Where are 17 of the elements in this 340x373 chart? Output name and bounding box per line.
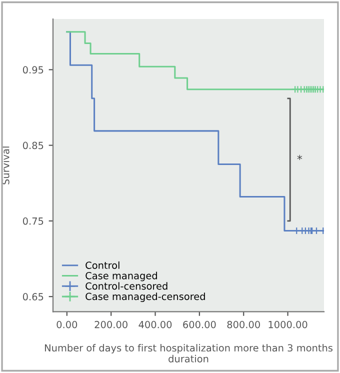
y-tick-label: 0.65: [22, 293, 44, 300]
x-axis-title: Number of days to first hospitalization more than 3 months duration: [44, 344, 332, 362]
y-tick-label: 0.85: [22, 142, 44, 150]
x-tick-label: 400.00: [138, 320, 172, 328]
y-tick-label: 0.75: [22, 217, 44, 225]
legend-label: Control-censored: [86, 282, 168, 290]
y-tick-label: 0.95: [22, 66, 44, 74]
x-tick-label: 1000.00: [268, 320, 308, 328]
legend-label: Control: [86, 261, 120, 269]
x-tick-label: 600.00: [183, 320, 216, 328]
x-tick-label: 800.00: [227, 320, 260, 328]
y-axis-title: Survival: [2, 146, 10, 184]
x-tick-label: 200.00: [94, 320, 128, 328]
legend-label: Case managed: [86, 272, 157, 282]
legend-label: Case managed-censored: [86, 292, 205, 302]
x-tick-label: 0.00: [56, 320, 78, 328]
annotation: *: [297, 154, 302, 160]
